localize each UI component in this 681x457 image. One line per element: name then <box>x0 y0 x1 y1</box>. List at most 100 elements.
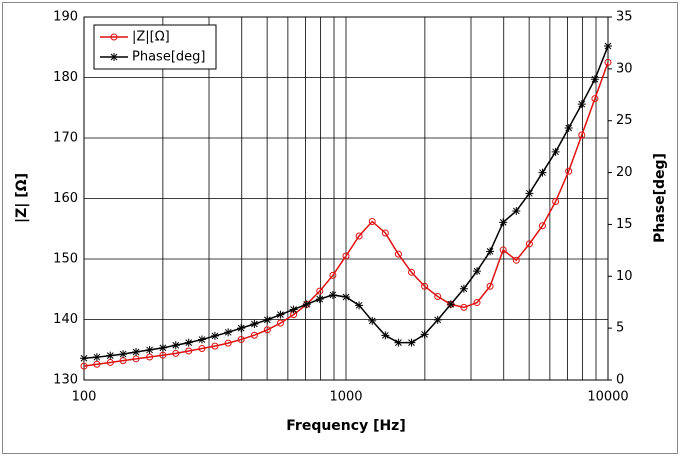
data-point <box>499 218 508 227</box>
data-point <box>434 293 442 301</box>
x-tick-label: 10000 <box>587 390 628 405</box>
legend-label: |Z|[Ω] <box>132 30 170 45</box>
data-point <box>132 347 141 356</box>
data-point <box>263 315 272 324</box>
data-point <box>590 75 599 84</box>
data-point <box>276 319 284 327</box>
data-point <box>197 335 206 344</box>
data-point <box>224 328 233 337</box>
data-point <box>552 198 560 206</box>
data-point <box>564 123 573 132</box>
data-point <box>460 303 468 311</box>
data-point <box>551 147 560 156</box>
data-point <box>342 293 350 302</box>
data-point <box>92 353 101 362</box>
data-point <box>328 290 337 299</box>
data-point <box>185 347 193 355</box>
data-point <box>171 341 180 350</box>
data-point <box>381 229 389 237</box>
data-point <box>184 338 193 347</box>
data-point <box>604 42 612 51</box>
legend-marker <box>110 53 118 61</box>
data-point <box>315 295 324 304</box>
data-point <box>224 339 232 347</box>
data-point <box>106 351 115 360</box>
y-tick-label: 170 <box>53 131 78 146</box>
series-line <box>83 62 609 367</box>
y2-axis-title: Phase[deg] <box>652 153 668 243</box>
data-point <box>407 338 416 347</box>
x-tick-label: 1000 <box>329 390 362 405</box>
data-point <box>381 331 390 340</box>
data-point <box>499 246 507 254</box>
data-point <box>119 350 128 359</box>
y-tick-label: 150 <box>53 252 78 267</box>
y2-tick-label: 25 <box>616 113 633 128</box>
data-point <box>316 287 324 295</box>
data-point <box>276 310 285 319</box>
x-axis-title: Frequency [Hz] <box>286 418 405 434</box>
data-point <box>250 331 258 339</box>
data-point <box>525 189 534 198</box>
data-point <box>355 232 363 240</box>
data-point <box>368 217 376 225</box>
data-point <box>80 354 88 363</box>
data-point <box>407 268 415 276</box>
data-point <box>512 256 520 264</box>
data-point <box>394 338 403 347</box>
y-axis-title: |Z| [Ω] <box>14 173 30 223</box>
y2-tick-label: 15 <box>616 217 633 232</box>
data-point <box>210 331 219 340</box>
data-point <box>145 345 154 354</box>
data-point <box>211 342 219 350</box>
data-point <box>577 100 586 109</box>
y2-tick-label: 30 <box>616 61 633 76</box>
data-point <box>93 360 101 368</box>
data-point <box>237 335 245 343</box>
data-point <box>459 284 468 293</box>
data-point <box>604 58 612 66</box>
data-point <box>591 95 599 103</box>
data-point <box>472 267 481 276</box>
data-point <box>394 250 402 258</box>
data-point <box>329 271 337 279</box>
y-tick-label: 130 <box>53 373 78 388</box>
legend-label: Phase[deg] <box>132 50 205 65</box>
data-point <box>538 222 546 230</box>
data-point <box>486 282 494 290</box>
data-point <box>159 351 167 359</box>
data-point <box>198 345 206 353</box>
data-point <box>80 362 88 370</box>
plot-border <box>83 16 609 381</box>
data-point <box>302 300 311 309</box>
data-point <box>237 324 246 333</box>
data-point <box>146 353 154 361</box>
data-point <box>421 282 429 290</box>
data-point <box>342 252 350 260</box>
x-tick-label: 100 <box>72 390 97 405</box>
data-point <box>473 299 481 307</box>
data-point <box>486 247 495 256</box>
data-point <box>355 301 364 310</box>
data-point <box>538 168 547 177</box>
data-point <box>172 349 180 357</box>
y-tick-label: 190 <box>53 10 78 25</box>
legend-box <box>93 24 217 70</box>
y2-tick-label: 5 <box>616 321 624 336</box>
data-point <box>565 167 573 175</box>
data-point <box>512 206 521 215</box>
y-tick-label: 180 <box>53 70 78 85</box>
data-point <box>158 343 167 352</box>
data-point <box>250 319 259 328</box>
data-point <box>289 305 298 314</box>
y2-tick-label: 10 <box>616 269 633 284</box>
data-point <box>420 330 429 339</box>
y-tick-label: 140 <box>53 312 78 327</box>
y2-tick-label: 35 <box>616 10 633 25</box>
data-point <box>525 240 533 248</box>
y2-tick-label: 20 <box>616 165 633 180</box>
data-point <box>446 300 455 309</box>
legend-marker <box>110 33 118 41</box>
data-point <box>368 316 377 325</box>
